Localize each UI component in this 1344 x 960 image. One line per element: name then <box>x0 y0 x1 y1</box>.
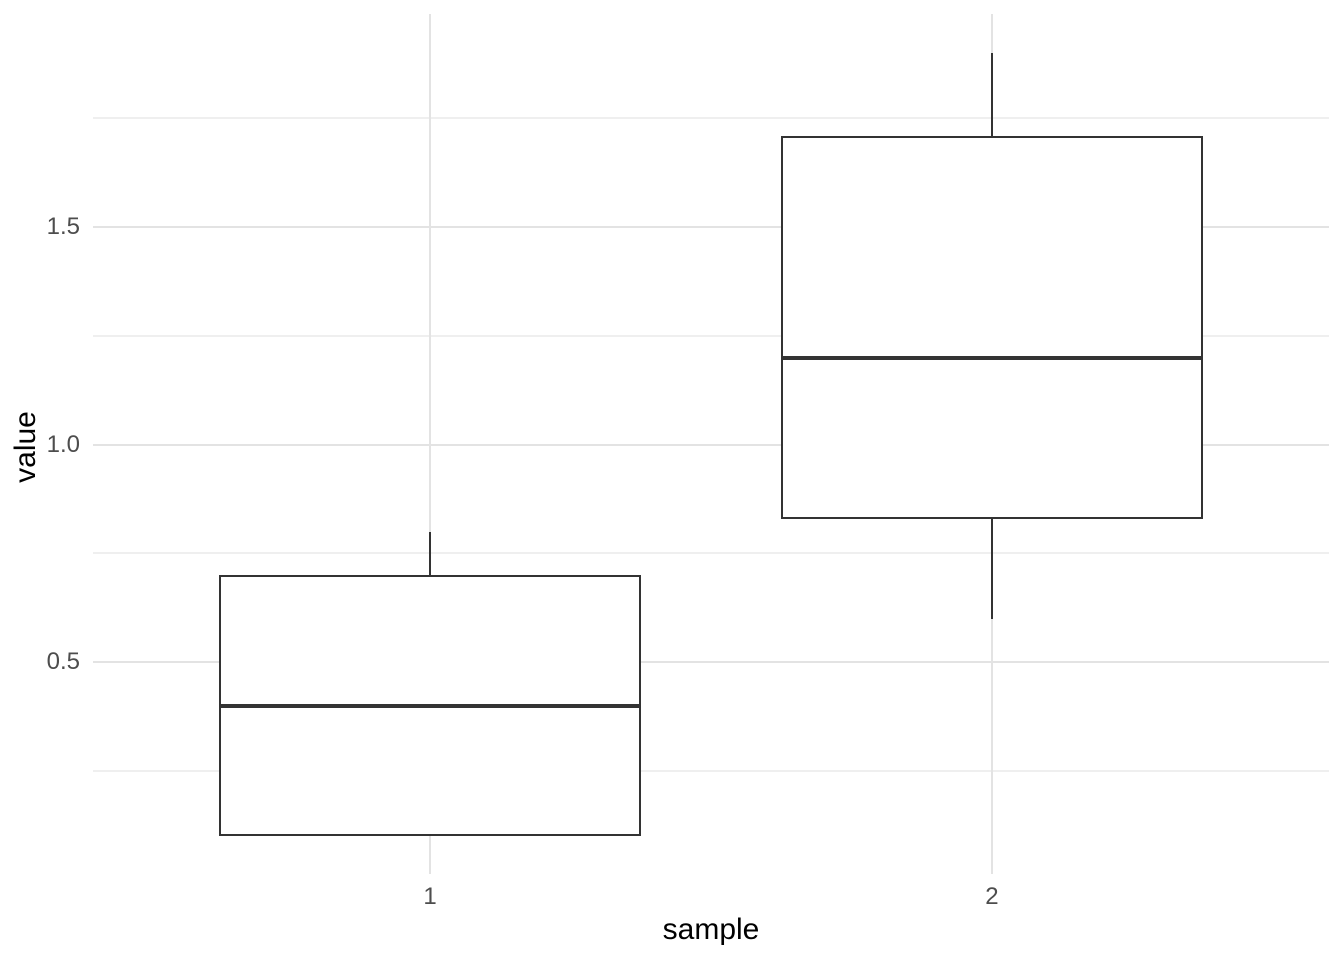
y-tick-label: 1.0 <box>46 430 80 458</box>
y-minor-gridline <box>93 334 1329 337</box>
x-tick-label: 1 <box>423 883 437 910</box>
lower-whisker <box>990 518 993 619</box>
upper-whisker <box>990 53 993 136</box>
y-major-gridline <box>93 443 1329 446</box>
y-minor-gridline <box>93 769 1329 772</box>
y-major-gridline <box>93 661 1329 664</box>
y-axis-title: value <box>9 411 42 483</box>
upper-whisker <box>429 531 432 576</box>
x-axis-title: sample <box>662 913 760 946</box>
x-tick-label: 2 <box>985 883 999 910</box>
y-minor-gridline <box>93 552 1329 555</box>
x-major-gridline <box>429 14 432 874</box>
y-tick-label: 0.5 <box>46 648 80 676</box>
plot-panel <box>93 14 1329 874</box>
box-iqr <box>781 135 1203 519</box>
y-minor-gridline <box>93 117 1329 120</box>
median-line <box>219 703 641 708</box>
median-line <box>781 355 1203 360</box>
y-major-gridline <box>93 226 1329 229</box>
y-tick-label: 1.5 <box>46 213 80 241</box>
